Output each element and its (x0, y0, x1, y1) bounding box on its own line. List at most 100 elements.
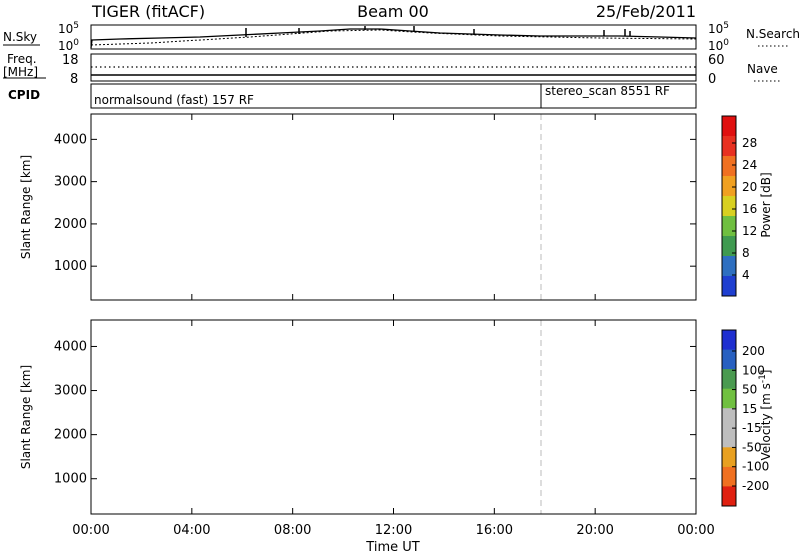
velocity-echo-cell (219, 439, 222, 445)
power-echo-cell (97, 283, 100, 286)
power-echo-cell (172, 225, 176, 229)
velocity-echo-cell (137, 455, 140, 460)
power-echo-cell (664, 241, 668, 245)
power-echo-cell (137, 283, 140, 286)
power-echo-cell (609, 286, 613, 289)
power-echo-cell (341, 287, 344, 290)
power-echo-cell (307, 188, 311, 192)
power-echo-cell (223, 189, 226, 193)
power-echo-cell (332, 289, 336, 292)
power-echo-cell (154, 227, 157, 231)
power-echo-cell (158, 186, 161, 190)
power-echo-cell (378, 289, 382, 292)
power-echo-cell (219, 191, 222, 195)
power-echo-cell (330, 291, 334, 294)
power-echo-cell (177, 225, 180, 229)
power-echo-cell (603, 209, 607, 213)
power-echo-cell (670, 222, 674, 226)
power-echo-cell (397, 245, 401, 249)
power-echo-cell (290, 247, 294, 251)
power-echo-cell (349, 294, 353, 297)
power-echo-cell (282, 286, 285, 289)
power-echo-cell (118, 287, 121, 290)
power-echo-cell (168, 193, 172, 197)
power-echo-cell (147, 241, 151, 245)
power-echo-cell (618, 220, 621, 224)
power-echo-cell (320, 233, 323, 237)
power-echo-cell (235, 193, 239, 197)
power-echo-cell (637, 289, 640, 292)
power-echo-cell (647, 284, 651, 287)
power-echo-cell (261, 243, 264, 247)
power-echo-cell (401, 209, 405, 214)
power-echo-cell (288, 291, 292, 294)
power-echo-cell (618, 223, 621, 226)
power-echo-cell (351, 292, 355, 295)
velocity-echo-cell (120, 439, 124, 444)
power-echo-cell (572, 294, 575, 297)
power-echo-cell (689, 242, 693, 246)
power-echo-cell (383, 251, 386, 256)
velocity-echo-cell (114, 454, 117, 460)
power-echo-cell (265, 179, 269, 183)
power-echo-cell (683, 231, 687, 236)
power-echo-cell (265, 243, 269, 247)
power-echo-cell (639, 284, 642, 287)
power-echo-cell (664, 294, 668, 297)
power-echo-cell (235, 284, 239, 287)
power-echo-cell (305, 286, 308, 289)
power-echo-cell (187, 193, 191, 197)
power-echo-cell (288, 191, 292, 195)
power-echo-cell (141, 184, 145, 188)
power-echo-cell (149, 234, 153, 238)
power-echo-cell (278, 289, 281, 292)
power-echo-cell (525, 294, 529, 297)
power-echo-cell (334, 192, 338, 196)
power-echo-cell (170, 284, 174, 287)
power-echo-cell (103, 287, 107, 290)
power-echo-cell (601, 211, 605, 215)
power-echo-cell (206, 230, 210, 234)
power-echo-cell (691, 294, 695, 297)
power-echo-cell (616, 287, 619, 290)
power-echo-cell (523, 283, 527, 286)
nave-tick-high: 60 (708, 53, 725, 68)
power-echo-cell (170, 185, 174, 189)
power-echo-cell (263, 289, 266, 292)
velocity-echo-cell (126, 447, 130, 452)
power-echo-cell (462, 289, 466, 292)
power-echo-cell (254, 234, 258, 238)
power-echo-cell (416, 202, 420, 206)
power-echo-cell (238, 188, 241, 192)
power-echo-cell (206, 189, 210, 193)
power-echo-cell (307, 284, 311, 287)
power-echo-cell (294, 191, 298, 195)
velocity-echo-cell (107, 458, 111, 463)
velocity-echo-cell (223, 467, 226, 473)
power-echo-cell (597, 215, 600, 218)
power-echo-cell (570, 286, 573, 289)
power-echo-cell (414, 284, 418, 287)
power-echo-cell (246, 242, 250, 246)
velocity-echo-cell (93, 439, 96, 444)
power-echo-cell (208, 294, 212, 297)
power-echo-cell (238, 225, 241, 230)
power-echo-cell (399, 225, 403, 229)
power-echo-cell (170, 229, 174, 233)
power-echo-cell (164, 284, 168, 287)
power-echo-cell (364, 292, 367, 295)
power-echo-cell (490, 292, 493, 295)
power-echo-cell (355, 240, 359, 245)
power-echo-cell (586, 291, 590, 294)
power-echo-cell (212, 225, 216, 229)
power-echo-cell (212, 241, 216, 245)
power-echo-cell (179, 188, 182, 192)
power-echo-cell (202, 189, 205, 193)
power-echo-cell (162, 183, 166, 187)
power-echo-cell (345, 287, 348, 290)
power-echo-cell (229, 225, 233, 230)
power-echo-cell (633, 292, 636, 295)
power-echo-cell (376, 234, 380, 239)
power-echo-cell (145, 229, 149, 233)
power-echo-cell (305, 244, 308, 249)
